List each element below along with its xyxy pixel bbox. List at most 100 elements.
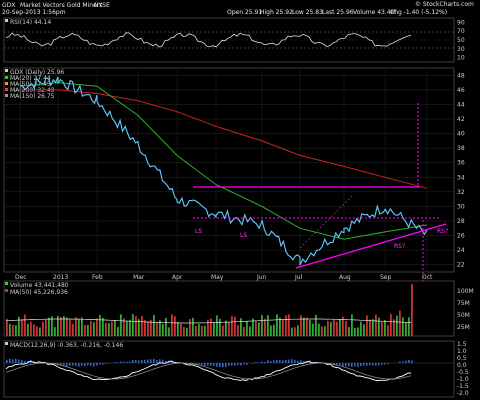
volume-bar — [291, 327, 293, 336]
volume-bars — [6, 284, 413, 336]
volume-bar — [54, 327, 56, 336]
volume-panel: Volume 43,441,480 MA(50) 45,226,936 100M… — [3, 280, 474, 337]
price-tick-label: 44 — [457, 101, 465, 108]
volume-bar — [351, 314, 353, 336]
volume-ma-legend: MA(50) 45,226,936 — [10, 289, 68, 296]
macd-tick-label: -1.5 — [457, 383, 469, 390]
macd-hist-bar — [153, 358, 155, 363]
volume-bar — [309, 320, 311, 336]
month-label: 2013 — [53, 274, 68, 281]
volume-bar — [405, 322, 407, 336]
volume-bar — [219, 318, 221, 336]
volume-bar — [366, 315, 368, 336]
volume-bar — [12, 324, 14, 336]
price-tick-label: 32 — [457, 189, 465, 196]
label-rs-2: RS? — [437, 228, 448, 235]
volume-bar — [144, 320, 146, 336]
macd-hist-bar — [132, 359, 134, 363]
macd-tick-label: -2.0 — [457, 390, 469, 397]
volume-bar — [381, 322, 383, 336]
macd-hist-bar — [114, 362, 116, 363]
volume-bar — [51, 316, 53, 336]
macd-hist-bar — [225, 363, 227, 368]
macd-hist-bar — [60, 363, 62, 366]
volume-bar — [321, 326, 323, 336]
volume-bar — [357, 327, 359, 336]
macd-hist-bar — [108, 363, 110, 364]
price-tick-label: 48 — [457, 72, 465, 79]
volume-tick-label: 100M — [457, 288, 474, 295]
volume-bar — [48, 317, 50, 336]
macd-hist-bar — [345, 363, 347, 366]
month-label: Mar — [133, 274, 145, 281]
volume-bar — [402, 317, 404, 336]
volume-bar — [93, 322, 95, 336]
volume-bar — [99, 314, 101, 336]
ma200-line — [20, 89, 428, 189]
macd-hist-bar — [24, 360, 26, 363]
macd-hist-bar — [375, 363, 377, 366]
rsi-legend-swatch — [5, 19, 8, 22]
volume-bar — [147, 321, 149, 336]
volume-bar — [111, 321, 113, 336]
macd-hist-bar — [195, 363, 197, 365]
price-grid — [4, 68, 454, 272]
macd-hist-bar — [123, 361, 125, 363]
macd-hist-bar — [360, 363, 362, 367]
volume-bar — [240, 318, 242, 336]
macd-hist-bar — [27, 361, 29, 363]
macd-hist-bar — [159, 359, 161, 363]
macd-hist-bar — [15, 358, 17, 363]
month-label: Aug — [339, 274, 351, 281]
macd-line — [5, 360, 412, 382]
volume-bar — [123, 318, 125, 336]
volume-bar — [210, 318, 212, 336]
volume-bar — [18, 316, 20, 336]
volume-bar — [84, 325, 86, 336]
volume-bar — [399, 310, 401, 336]
volume-bar — [96, 318, 98, 336]
macd-hist-bar — [219, 363, 221, 367]
macd-hist-bar — [297, 360, 299, 363]
volume-bar — [243, 326, 245, 336]
macd-signal-line — [5, 362, 412, 380]
macd-hist-bar — [222, 363, 224, 368]
macd-tick-label: 0.5 — [457, 355, 467, 362]
rsi-tick-label: 30 — [457, 46, 465, 53]
macd-hist-bar — [267, 360, 269, 363]
price-legend-item: MA(200) 32.49 — [10, 87, 55, 94]
macd-tick-label: -1.0 — [457, 376, 469, 383]
watermark: © StockCharts.com — [415, 1, 474, 8]
volume-bar — [63, 316, 65, 336]
macd-tick-label: -0.5 — [457, 369, 469, 376]
month-label: Feb — [92, 274, 103, 281]
volume-bar — [27, 323, 29, 336]
macd-hist-bar — [117, 362, 119, 363]
macd-hist-bar — [291, 359, 293, 363]
macd-panel: MACD(12,26,9) -0.363, -0.216, -0.146 1.5… — [3, 340, 469, 398]
macd-tick-label: 1.5 — [457, 341, 467, 348]
rsi-panel: RSI(14) 44.14 90 70 50 30 10 — [3, 17, 465, 63]
volume-bar — [384, 320, 386, 336]
volume-bar — [342, 316, 344, 336]
macd-hist-bar — [408, 359, 410, 363]
macd-hist-bar — [93, 363, 95, 367]
volume-bar — [324, 326, 326, 336]
volume-bar — [285, 315, 287, 336]
volume-bar — [180, 323, 182, 336]
month-label: Jun — [256, 274, 267, 281]
month-label: Jul — [294, 274, 303, 281]
macd-hist-bar — [351, 363, 353, 367]
macd-hist-bar — [273, 360, 275, 363]
macd-hist-bar — [129, 361, 131, 363]
volume-bar — [312, 323, 314, 336]
macd-hist-bar — [105, 363, 107, 364]
rsi-line — [5, 32, 412, 48]
price-tick-label: 34 — [457, 174, 465, 181]
macd-hist-bar — [369, 363, 371, 366]
macd-hist-bar — [216, 363, 218, 367]
macd-hist-bar — [303, 360, 305, 363]
volume-bar — [213, 322, 215, 336]
volume-bar — [267, 315, 269, 336]
volume-bar — [9, 323, 11, 336]
